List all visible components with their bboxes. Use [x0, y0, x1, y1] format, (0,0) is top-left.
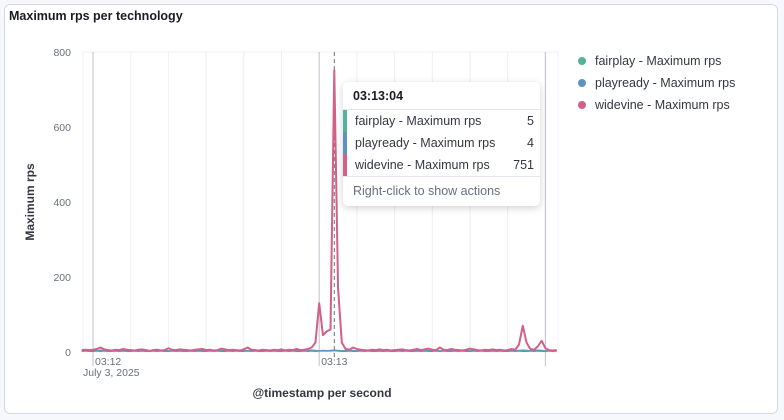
- y-tick-label: 0: [65, 347, 71, 359]
- x-tick-label: 03:13: [321, 356, 347, 368]
- x-axis-title: @timestamp per second: [252, 386, 391, 400]
- x-tick-label: 03:12: [95, 356, 121, 368]
- chart-panel: [4, 4, 778, 414]
- plot-area: [82, 51, 559, 353]
- tooltip-row-fairplay: fairplay - Maximum rps 5: [343, 110, 540, 132]
- legend-item-playready[interactable]: playready - Maximum rps: [578, 72, 735, 94]
- y-tick-label: 800: [53, 47, 71, 59]
- tooltip-row-widevine: widevine - Maximum rps 751: [343, 154, 540, 176]
- y-tick-label: 200: [53, 272, 71, 284]
- legend-item-widevine[interactable]: widevine - Maximum rps: [578, 94, 735, 116]
- tooltip-time: 03:13:04: [343, 82, 540, 110]
- x-tick-sublabel: July 3, 2025: [83, 367, 140, 379]
- series-line-widevine: [81, 69, 557, 352]
- y-axis-title: Maximum rps: [23, 163, 37, 241]
- chart-tooltip: 03:13:04 fairplay - Maximum rps 5 playrea…: [343, 82, 540, 206]
- panel-title: Maximum rps per technology: [9, 9, 183, 23]
- tooltip-footer: Right-click to show actions: [343, 176, 540, 206]
- series-color-dot: [578, 79, 586, 87]
- legend: fairplay - Maximum rps playready - Maxim…: [578, 50, 735, 116]
- legend-item-fairplay[interactable]: fairplay - Maximum rps: [578, 50, 735, 72]
- series-color-dot: [578, 101, 586, 109]
- y-tick-label: 600: [53, 122, 71, 134]
- y-tick-label: 400: [53, 197, 71, 209]
- series-color-dot: [578, 57, 586, 65]
- tooltip-row-playready: playready - Maximum rps 4: [343, 132, 540, 154]
